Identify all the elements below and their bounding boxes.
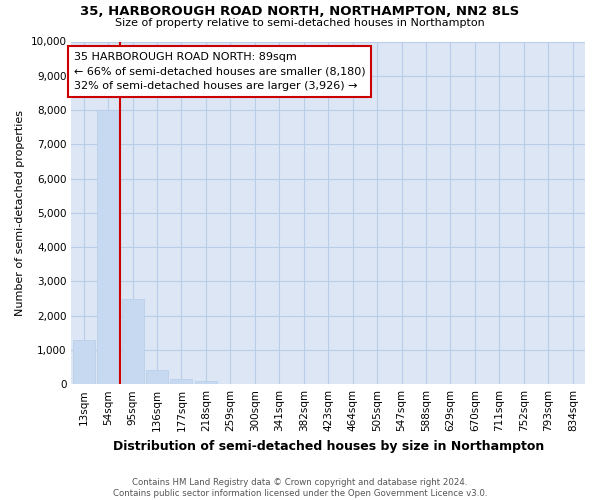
Text: Contains HM Land Registry data © Crown copyright and database right 2024.
Contai: Contains HM Land Registry data © Crown c… bbox=[113, 478, 487, 498]
Bar bbox=[146, 370, 168, 384]
Bar bbox=[170, 379, 193, 384]
Bar bbox=[73, 340, 95, 384]
X-axis label: Distribution of semi-detached houses by size in Northampton: Distribution of semi-detached houses by … bbox=[113, 440, 544, 452]
Bar bbox=[97, 110, 119, 384]
Bar bbox=[195, 381, 217, 384]
Text: 35 HARBOROUGH ROAD NORTH: 89sqm
← 66% of semi-detached houses are smaller (8,180: 35 HARBOROUGH ROAD NORTH: 89sqm ← 66% of… bbox=[74, 52, 365, 92]
Text: 35, HARBOROUGH ROAD NORTH, NORTHAMPTON, NN2 8LS: 35, HARBOROUGH ROAD NORTH, NORTHAMPTON, … bbox=[80, 5, 520, 18]
Y-axis label: Number of semi-detached properties: Number of semi-detached properties bbox=[15, 110, 25, 316]
Bar bbox=[122, 298, 143, 384]
Text: Size of property relative to semi-detached houses in Northampton: Size of property relative to semi-detach… bbox=[115, 18, 485, 28]
